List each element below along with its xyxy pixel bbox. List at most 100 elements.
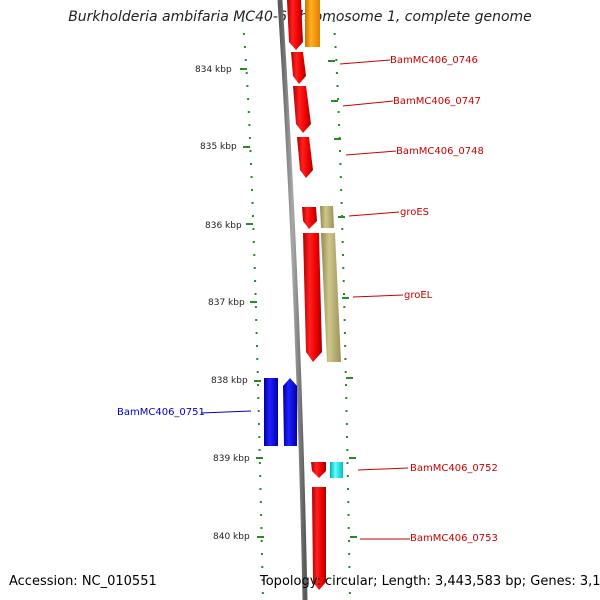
tick-dot	[256, 345, 258, 347]
tick-dot	[341, 241, 344, 243]
tick-dot	[336, 85, 339, 87]
gene-arrow	[291, 52, 306, 84]
kbp-label: 838 kbp	[211, 376, 248, 386]
gene-arrow	[302, 207, 317, 229]
kbp-label: 835 kbp	[200, 142, 237, 152]
kbp-tick	[334, 138, 341, 140]
tick-dot	[250, 163, 252, 165]
gene-arrow	[293, 86, 311, 133]
kbp-label: 837 kbp	[208, 298, 245, 308]
tick-dot	[257, 410, 260, 412]
tick-dot	[251, 202, 254, 204]
tick-dot	[343, 306, 346, 308]
tick-dot	[344, 358, 347, 360]
gene-labels: BamMC406_0746 BamMC406_0747 BamMC406_074…	[117, 55, 498, 544]
tick-dot	[347, 488, 349, 490]
tick-dot	[253, 267, 256, 269]
tick-dot	[248, 137, 251, 139]
kbp-tick	[328, 60, 335, 62]
tick-dot	[258, 462, 261, 464]
gene-arrow	[311, 462, 326, 478]
tick-dot	[244, 59, 247, 61]
tick-dot	[252, 228, 255, 230]
tick-dot	[342, 280, 345, 282]
kbp-label: 840 kbp	[213, 532, 250, 542]
accession-text: Accession: NC_010551	[9, 574, 157, 589]
kbp-label: 834 kbp	[195, 65, 232, 75]
tick-dot	[261, 553, 263, 555]
tick-dot	[338, 124, 341, 126]
tick-dot	[256, 371, 259, 373]
operon-blocks	[305, 0, 343, 478]
gene-label: groES	[400, 207, 429, 218]
tick-dot	[345, 423, 348, 425]
position-labels: 834 kbp 835 kbp 836 kbp 837 kbp 838 kbp …	[195, 65, 250, 542]
gene-label: BamMC406_0746	[390, 55, 478, 66]
kbp-tick	[350, 536, 357, 538]
tick-dot	[339, 163, 342, 165]
leader-line	[357, 467, 409, 471]
tick-dot	[258, 423, 260, 425]
tick-dot	[254, 280, 257, 282]
leader-line	[342, 100, 394, 107]
kbp-tick	[338, 216, 345, 218]
kbp-tick	[257, 536, 264, 538]
tick-dot	[342, 254, 344, 256]
gene-label: BamMC406_0752	[410, 463, 498, 474]
tick-dot	[337, 111, 340, 113]
tick-dot	[247, 111, 250, 113]
kbp-tick	[254, 380, 261, 382]
kbp-tick	[342, 297, 349, 299]
tick-dot	[256, 358, 259, 360]
tick-dot	[335, 72, 338, 74]
tick-dot	[348, 540, 350, 542]
tick-dot	[253, 254, 256, 256]
gene-label: BamMC406_0748	[396, 146, 484, 157]
kbp-label: 836 kbp	[205, 221, 242, 231]
forward-genes	[287, 0, 326, 590]
tick-dot	[252, 215, 254, 217]
tick-dot	[258, 449, 261, 451]
leader-line	[348, 211, 400, 217]
tick-dot	[343, 319, 346, 321]
orange-block	[305, 0, 320, 47]
tick-dot	[246, 85, 249, 87]
tick-dot	[340, 202, 343, 204]
tick-dot	[255, 319, 258, 321]
tick-dot	[242, 33, 245, 35]
tick-dot	[343, 332, 346, 334]
tick-dot	[347, 501, 350, 503]
tick-dot	[247, 98, 250, 100]
gene-arrow	[312, 487, 326, 590]
tick-dot	[345, 410, 348, 412]
tick-dot	[254, 306, 257, 308]
kbp-tick	[240, 68, 247, 70]
tick-dot	[257, 384, 259, 386]
tick-dot	[241, 20, 244, 22]
tick-dot	[346, 475, 349, 477]
tick-dot	[337, 98, 340, 100]
tick-dot	[259, 475, 262, 477]
tick-dot	[346, 462, 349, 464]
leader-line	[339, 59, 391, 65]
tick-dot	[248, 124, 251, 126]
cyan-block	[330, 462, 343, 478]
gene-label: BamMC406_0753	[410, 533, 498, 544]
leader-line	[345, 150, 397, 156]
olive-block	[321, 233, 341, 362]
tick-dot	[343, 293, 345, 295]
tick-dot	[345, 384, 347, 386]
tick-dots	[240, 20, 357, 594]
tick-dot	[254, 293, 257, 295]
tick-dot	[259, 501, 262, 503]
kbp-tick	[250, 301, 257, 303]
gene-arrow	[303, 233, 322, 362]
tick-dot	[348, 579, 351, 581]
tick-dot	[260, 514, 263, 516]
tick-dot	[333, 33, 336, 35]
tick-dot	[345, 397, 348, 399]
tick-dot	[243, 46, 246, 48]
gene-label: BamMC406_0751	[117, 407, 205, 418]
gene-label: groEL	[404, 290, 433, 301]
